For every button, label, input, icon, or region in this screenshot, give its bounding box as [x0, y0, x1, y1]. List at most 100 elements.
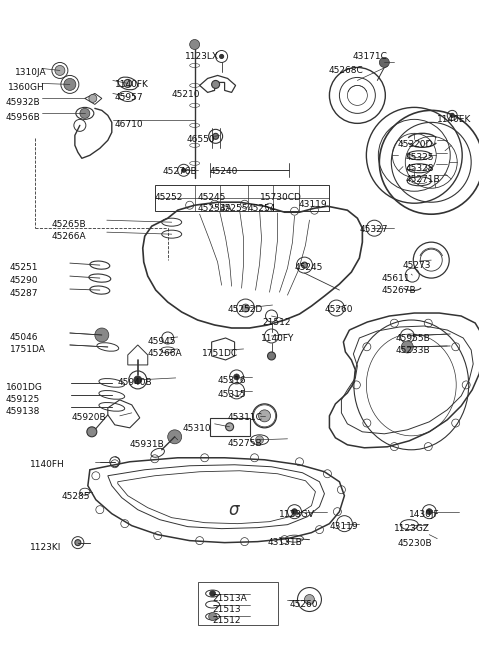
Bar [155, 185, 329, 211]
Text: 45252: 45252 [155, 193, 183, 202]
Text: 45268C: 45268C [328, 66, 363, 76]
Circle shape [75, 539, 81, 545]
Text: 1123GV: 1123GV [278, 510, 314, 518]
Circle shape [450, 114, 454, 118]
Text: 45920B: 45920B [72, 413, 107, 422]
Text: 45320D: 45320D [397, 141, 432, 149]
Text: 45931B: 45931B [130, 440, 165, 449]
Text: 45956B: 45956B [6, 114, 41, 122]
Text: 45273: 45273 [402, 261, 431, 270]
Text: 45940B: 45940B [118, 378, 153, 387]
Circle shape [401, 341, 413, 353]
Text: 45254: 45254 [248, 204, 276, 214]
Circle shape [89, 95, 97, 102]
Text: 45957: 45957 [115, 93, 144, 102]
Text: 45315: 45315 [217, 390, 246, 399]
Text: 43119: 43119 [299, 200, 327, 209]
Text: 1751DA: 1751DA [10, 345, 46, 354]
Circle shape [220, 55, 224, 58]
Text: 45316: 45316 [217, 376, 246, 385]
Bar [198, 581, 277, 625]
Text: 1140FH: 1140FH [30, 460, 65, 469]
Text: 21513A: 21513A [213, 593, 247, 602]
Text: 45266A: 45266A [148, 349, 182, 358]
Text: 1310JA: 1310JA [15, 68, 47, 78]
Text: 45945: 45945 [148, 337, 176, 346]
Text: 45285: 45285 [62, 491, 90, 501]
Text: $\sigma$: $\sigma$ [228, 501, 241, 518]
Circle shape [379, 57, 389, 68]
Text: 1360GH: 1360GH [8, 83, 45, 93]
Text: 43119: 43119 [329, 522, 358, 531]
Text: 45271B: 45271B [405, 175, 440, 184]
Text: 45290: 45290 [10, 276, 38, 285]
Text: 21512: 21512 [213, 616, 241, 625]
Text: 43131B: 43131B [267, 537, 302, 547]
Text: 45245: 45245 [295, 263, 323, 272]
Text: 45325: 45325 [405, 153, 434, 162]
Bar [210, 418, 250, 436]
Text: 1140FK: 1140FK [115, 80, 149, 89]
Text: 45287: 45287 [10, 289, 38, 298]
Text: 45266A: 45266A [52, 232, 86, 241]
Circle shape [134, 376, 142, 384]
Text: 15730CD: 15730CD [260, 193, 301, 202]
Text: 45611: 45611 [381, 274, 410, 283]
Text: 1751DC: 1751DC [202, 349, 238, 358]
Circle shape [182, 168, 186, 172]
Text: 1123GZ: 1123GZ [394, 524, 430, 533]
Text: 45251: 45251 [10, 263, 38, 272]
Circle shape [190, 39, 200, 49]
Circle shape [259, 410, 271, 422]
Circle shape [55, 66, 65, 76]
Text: 459125: 459125 [6, 395, 40, 404]
Circle shape [301, 262, 308, 268]
Text: 45932B: 45932B [6, 99, 41, 107]
Text: 46550: 46550 [187, 135, 216, 145]
Circle shape [168, 430, 182, 443]
Circle shape [209, 612, 216, 620]
Text: 46710: 46710 [115, 120, 144, 129]
Circle shape [304, 595, 314, 604]
Circle shape [226, 423, 234, 431]
Circle shape [241, 304, 250, 312]
Text: 1601DG: 1601DG [6, 383, 43, 392]
Text: 43171C: 43171C [352, 53, 387, 62]
Text: 21513: 21513 [213, 604, 241, 614]
Circle shape [213, 133, 218, 139]
Text: 45265B: 45265B [52, 220, 86, 229]
Text: 1140EK: 1140EK [437, 116, 472, 124]
Text: 45230B: 45230B [397, 539, 432, 548]
Text: 45210: 45210 [172, 91, 200, 99]
Circle shape [267, 352, 276, 360]
Text: 45955B: 45955B [396, 334, 430, 343]
Text: 45310: 45310 [183, 424, 211, 433]
Text: 45240: 45240 [210, 168, 238, 176]
Text: 45327: 45327 [360, 225, 388, 234]
Text: 45252D: 45252D [228, 305, 263, 314]
Circle shape [87, 427, 97, 437]
Text: 21512: 21512 [263, 318, 291, 327]
Text: 45245: 45245 [198, 193, 226, 202]
Circle shape [255, 436, 264, 443]
Text: 45046: 45046 [10, 333, 38, 342]
Text: 1123KI: 1123KI [30, 543, 61, 552]
Text: 459138: 459138 [6, 407, 40, 416]
Circle shape [291, 509, 298, 514]
Circle shape [210, 591, 216, 597]
Circle shape [234, 374, 240, 380]
Text: 1123LX: 1123LX [185, 53, 219, 62]
Text: 45260: 45260 [289, 600, 318, 608]
Text: 1140FY: 1140FY [261, 334, 294, 343]
Text: 45233B: 45233B [396, 346, 430, 355]
Text: 45255: 45255 [220, 204, 248, 214]
Circle shape [95, 328, 109, 342]
Text: 45328: 45328 [405, 164, 434, 173]
Text: 45276B: 45276B [163, 168, 197, 176]
Circle shape [426, 509, 432, 514]
Text: 45267B: 45267B [381, 286, 416, 295]
Circle shape [212, 80, 220, 89]
Text: 45253A: 45253A [198, 204, 232, 214]
Text: 1430JF: 1430JF [409, 510, 440, 518]
Circle shape [64, 78, 76, 91]
